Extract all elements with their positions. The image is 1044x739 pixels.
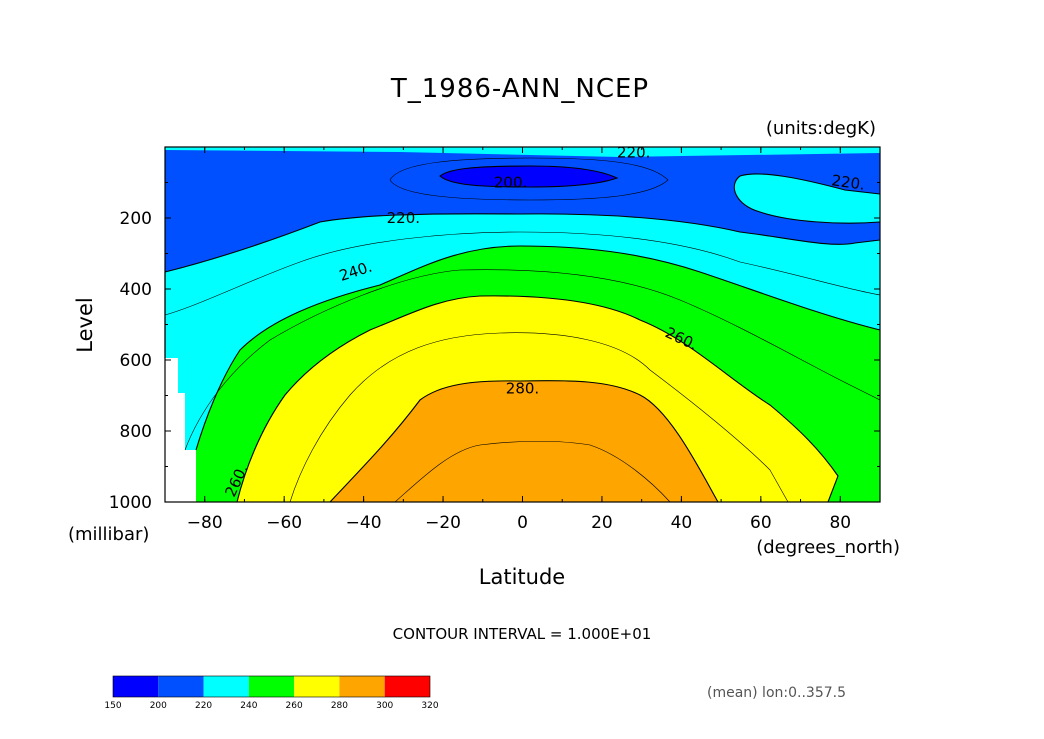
x-tick-label: −20 (425, 513, 461, 533)
contour-label-text: 220. (830, 171, 866, 193)
colorbar-label: 220 (195, 701, 212, 711)
colorbar-label: 150 (104, 701, 121, 711)
units-label: (units:degK) (766, 118, 876, 139)
y-tick-label: 800 (120, 422, 152, 442)
colorbar-frame (112, 675, 431, 698)
colorbar-swatch (248, 676, 295, 697)
contour-label-text: 220. (617, 143, 650, 161)
colorbar-swatch (113, 676, 159, 697)
colorbar-label: 300 (376, 701, 393, 711)
x-tick-label: −80 (187, 513, 223, 533)
contour-label-text: 280. (506, 379, 539, 397)
colorbar: 150 200 220 240 260 280 300 320 (104, 675, 439, 711)
contour-label: 220. (387, 209, 420, 227)
y-tick-label: 200 (120, 209, 152, 229)
x-tick-label: 40 (671, 513, 693, 533)
contour-band-220-240-upper-right (734, 173, 880, 224)
x-axis-label: Latitude (479, 565, 565, 589)
y-tick-label: 600 (120, 351, 152, 371)
x-units-label: (degrees_north) (756, 537, 900, 558)
x-tick-label: 0 (517, 513, 528, 533)
y-tick-label: 400 (120, 280, 152, 300)
colorbar-swatch (339, 676, 385, 697)
contour-label-text: 200. (494, 174, 527, 192)
x-tick-label: −40 (346, 513, 382, 533)
contour-label: 200. (494, 174, 527, 192)
x-tick-label: −60 (266, 513, 302, 533)
colorbar-label: 280 (331, 701, 348, 711)
contour-label: 220. (830, 171, 866, 193)
colorbar-label: 200 (150, 701, 167, 711)
chart-title: T_1986-ANN_NCEP (390, 74, 649, 104)
colorbar-label: 320 (421, 701, 438, 711)
colorbar-swatch (384, 676, 430, 697)
colorbar-label: 240 (240, 701, 257, 711)
contour-label-text: 220. (387, 209, 420, 227)
x-tick-label: 80 (829, 513, 851, 533)
contour-label: 280. (506, 379, 539, 397)
contour-band-150-200 (440, 166, 617, 187)
x-tick-label: 60 (750, 513, 772, 533)
contour-interval-text: CONTOUR INTERVAL = 1.000E+01 (393, 625, 652, 643)
x-tick-label: 20 (591, 513, 613, 533)
colorbar-label: 260 (286, 701, 303, 711)
y-axis-label: Level (73, 297, 97, 352)
plot-area (164, 147, 881, 503)
colorbar-swatch (158, 676, 204, 697)
mean-text: (mean) lon:0..357.5 (707, 685, 846, 701)
y-units-label: (millibar) (68, 524, 149, 545)
y-tick-label: 1000 (109, 493, 152, 513)
colorbar-swatch (294, 676, 340, 697)
colorbar-swatch (203, 676, 249, 697)
contour-label: 220. (617, 143, 650, 161)
